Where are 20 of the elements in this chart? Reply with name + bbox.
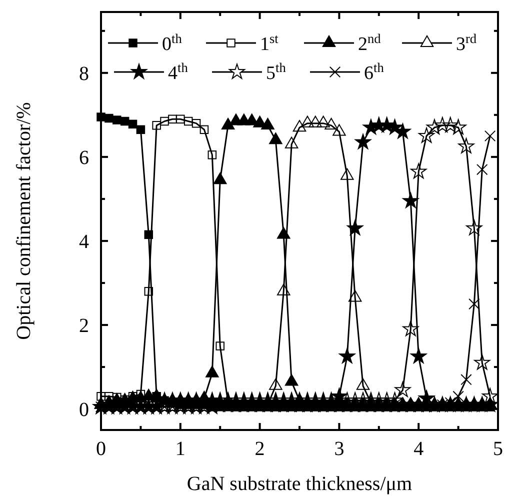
y-tick-label: 4: [79, 230, 89, 253]
legend-label: 0$^{th}$: [162, 30, 182, 55]
legend-label: 2$^{nd}$: [358, 30, 382, 55]
legend-label: 1$^{st}$: [260, 30, 279, 55]
x-tick-label: 5: [493, 438, 503, 460]
legend-label: 3$^{rd}$: [456, 30, 477, 55]
x-tick-label: 0: [96, 438, 106, 460]
y-axis-title: Optical confinement factor/%: [13, 102, 35, 340]
x-tick-label: 2: [254, 438, 265, 460]
legend-label: 5$^{th}$: [266, 60, 286, 84]
y-tick-label: 6: [79, 146, 89, 169]
legend-label: 6$^{th}$: [364, 60, 384, 84]
legend-label: 4$^{th}$: [168, 60, 188, 84]
x-tick-label: 4: [414, 438, 424, 460]
x-axis-title: GaN substrate thickness/μm: [186, 473, 412, 495]
y-tick-label: 2: [79, 314, 89, 337]
x-tick-label: 1: [175, 438, 186, 460]
y-tick-label: 0: [79, 398, 89, 421]
y-tick-label: 8: [79, 62, 89, 85]
x-tick-label: 3: [334, 438, 344, 460]
